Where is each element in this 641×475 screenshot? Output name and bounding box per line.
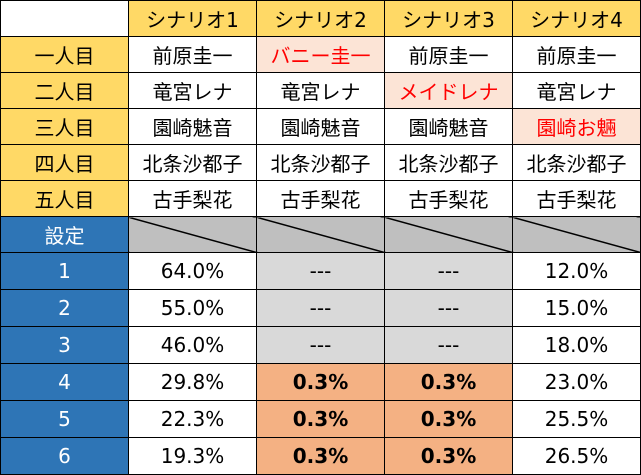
rate-cell-low: 0.3% [384, 437, 513, 475]
role-cell: 古手梨花 [256, 180, 385, 217]
setting-row-1: 1 64.0% --- --- 12.0% [0, 252, 641, 290]
scenario-header-4: シナリオ4 [512, 0, 641, 37]
rate-cell-low: 0.3% [384, 400, 513, 438]
role-cell: 古手梨花 [128, 180, 257, 217]
setting-label: 6 [0, 437, 129, 475]
scenario-header-3: シナリオ3 [384, 0, 513, 37]
role-row-4: 四人目 北条沙都子 北条沙都子 北条沙都子 北条沙都子 [0, 144, 641, 181]
role-cell: 古手梨花 [512, 180, 641, 217]
role-cell: 園崎魅音 [128, 108, 257, 145]
role-cell-highlight: バニー圭一 [256, 36, 385, 73]
role-cell: 園崎魅音 [384, 108, 513, 145]
setting-row-4: 4 29.8% 0.3% 0.3% 23.0% [0, 363, 641, 401]
role-row-2: 二人目 竜宮レナ 竜宮レナ メイドレナ 竜宮レナ [0, 72, 641, 109]
setting-row-5: 5 22.3% 0.3% 0.3% 25.5% [0, 400, 641, 438]
role-row-3: 三人目 園崎魅音 園崎魅音 園崎魅音 園崎お魎 [0, 108, 641, 145]
role-cell: 古手梨花 [384, 180, 513, 217]
rate-cell: 22.3% [128, 400, 257, 438]
role-cell: 竜宮レナ [256, 72, 385, 109]
rate-cell: 23.0% [512, 363, 641, 401]
role-label: 三人目 [0, 108, 129, 145]
role-row-5: 五人目 古手梨花 古手梨花 古手梨花 古手梨花 [0, 180, 641, 217]
setting-header-row: 設定 [0, 216, 641, 253]
rate-cell: 18.0% [512, 326, 641, 364]
rate-cell-na: --- [384, 252, 513, 290]
header-row: シナリオ1 シナリオ2 シナリオ3 シナリオ4 [0, 0, 641, 37]
rate-cell: 12.0% [512, 252, 641, 290]
role-cell: 北条沙都子 [512, 144, 641, 181]
rate-cell: 46.0% [128, 326, 257, 364]
rate-cell: 19.3% [128, 437, 257, 475]
role-cell: 竜宮レナ [128, 72, 257, 109]
setting-label: 2 [0, 289, 129, 327]
role-label: 五人目 [0, 180, 129, 217]
setting-label: 5 [0, 400, 129, 438]
rate-cell: 25.5% [512, 400, 641, 438]
setting-label: 4 [0, 363, 129, 401]
rate-cell: 64.0% [128, 252, 257, 290]
role-label: 四人目 [0, 144, 129, 181]
role-cell: 前原圭一 [384, 36, 513, 73]
rate-cell-na: --- [256, 326, 385, 364]
role-cell: 前原圭一 [128, 36, 257, 73]
role-cell-highlight: メイドレナ [384, 72, 513, 109]
setting-label: 1 [0, 252, 129, 290]
role-cell-highlight: 園崎お魎 [512, 108, 641, 145]
diagonal-cell [256, 216, 385, 253]
corner-cell [0, 0, 129, 37]
rate-cell-low: 0.3% [256, 363, 385, 401]
rate-cell-low: 0.3% [256, 400, 385, 438]
role-cell: 園崎魅音 [256, 108, 385, 145]
rate-cell: 15.0% [512, 289, 641, 327]
role-label: 一人目 [0, 36, 129, 73]
role-cell: 北条沙都子 [128, 144, 257, 181]
scenario-header-2: シナリオ2 [256, 0, 385, 37]
scenario-header-1: シナリオ1 [128, 0, 257, 37]
setting-label: 3 [0, 326, 129, 364]
diagonal-cell [128, 216, 257, 253]
rate-cell-na: --- [384, 289, 513, 327]
setting-header: 設定 [0, 216, 129, 253]
role-label: 二人目 [0, 72, 129, 109]
rate-cell-na: --- [256, 252, 385, 290]
rate-cell-na: --- [256, 289, 385, 327]
rate-cell-na: --- [384, 326, 513, 364]
rate-cell-low: 0.3% [256, 437, 385, 475]
diagonal-cell [512, 216, 641, 253]
diagonal-cell [384, 216, 513, 253]
rate-cell: 26.5% [512, 437, 641, 475]
setting-row-2: 2 55.0% --- --- 15.0% [0, 289, 641, 327]
setting-row-3: 3 46.0% --- --- 18.0% [0, 326, 641, 364]
role-cell: 竜宮レナ [512, 72, 641, 109]
role-cell: 前原圭一 [512, 36, 641, 73]
role-row-1: 一人目 前原圭一 バニー圭一 前原圭一 前原圭一 [0, 36, 641, 73]
role-cell: 北条沙都子 [384, 144, 513, 181]
setting-row-6: 6 19.3% 0.3% 0.3% 26.5% [0, 437, 641, 475]
rate-cell-low: 0.3% [384, 363, 513, 401]
rate-cell: 29.8% [128, 363, 257, 401]
role-cell: 北条沙都子 [256, 144, 385, 181]
rate-cell: 55.0% [128, 289, 257, 327]
